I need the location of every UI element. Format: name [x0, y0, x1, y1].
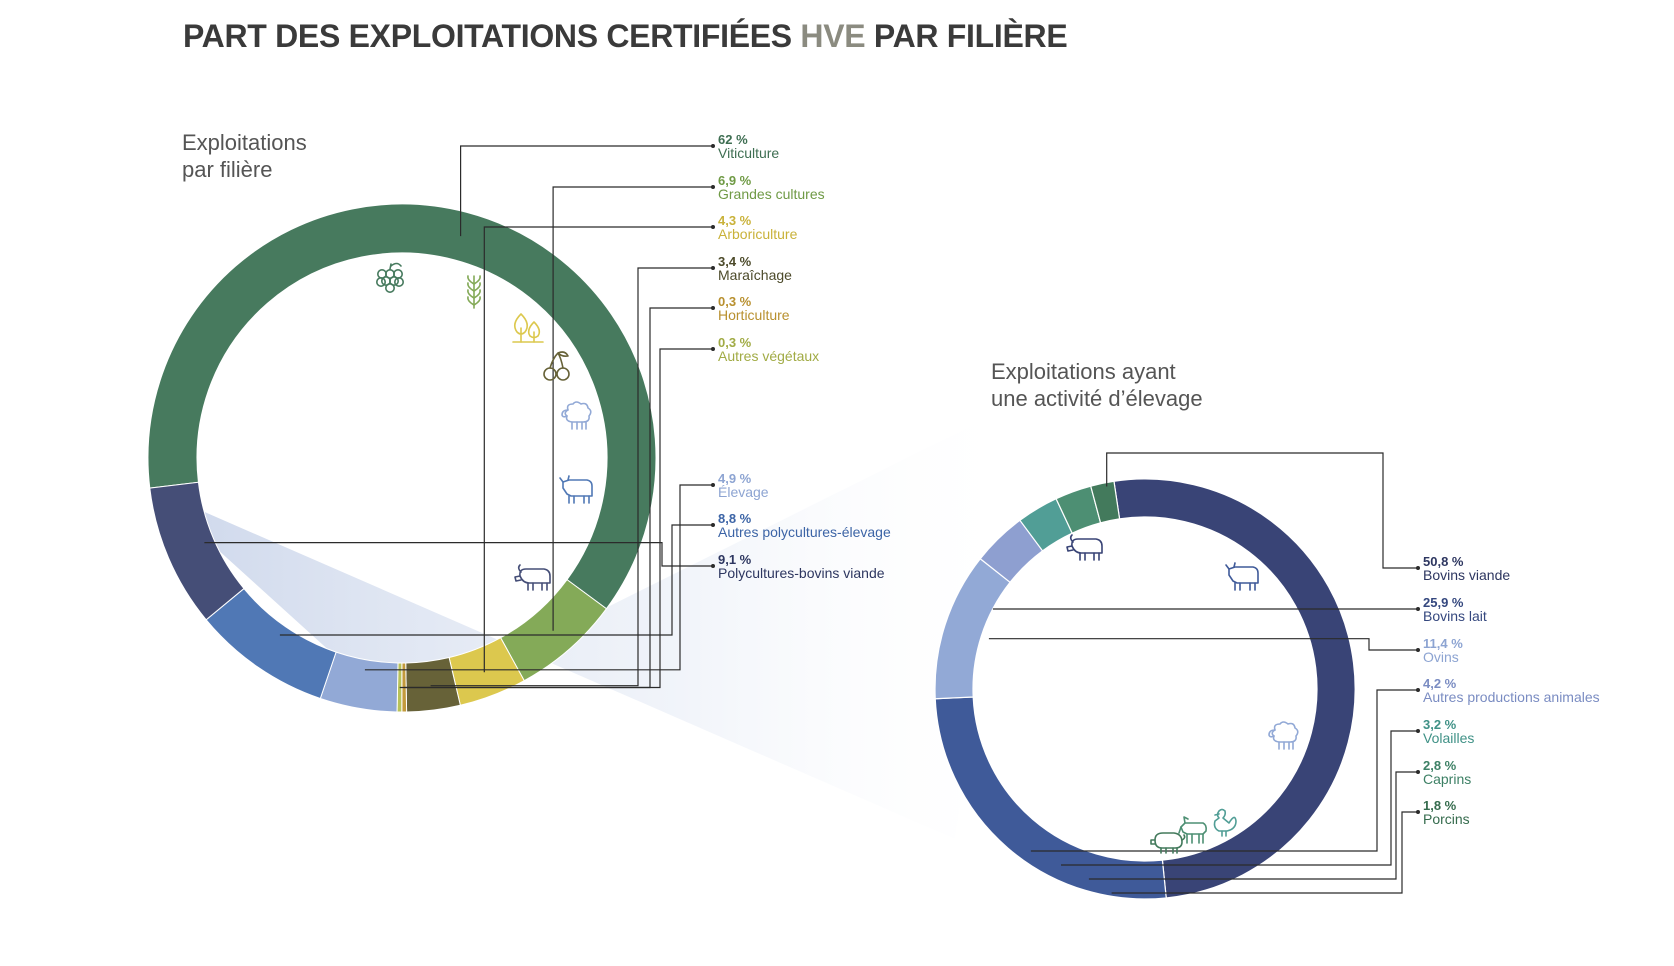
pie2-leader-dot-caprins: [1416, 770, 1420, 774]
title-end: PAR FILIÈRE: [865, 18, 1067, 54]
pie1-leader-autres-polycultures-elevage: [279, 524, 713, 636]
pie1-leader-dot-polycultures-bovins-viande: [711, 564, 715, 568]
chart-title: PART DES EXPLOITATIONS CERTIFIÉES HVE PA…: [183, 18, 1067, 54]
pie2-leader-ovins: [988, 638, 1418, 651]
cow-icon: [1225, 562, 1259, 591]
pie2-caprins-value-label: 2,8 %: [1423, 758, 1457, 773]
pie2-slice-bovins-lait: [934, 696, 1167, 900]
pie1-leader-dot-horticulture: [711, 306, 715, 310]
title-main: PART DES EXPLOITATIONS CERTIFIÉES: [183, 18, 800, 54]
pie1-arboriculture-value-label: 4,3 %: [718, 213, 752, 228]
pie1-arboriculture-name-label: Arboriculture: [718, 226, 798, 242]
pie2-leader-dot-ovins: [1416, 648, 1420, 652]
pie1-leader-dot-autres-vegetaux: [711, 347, 715, 351]
pie2-autres-productions-animales-name-label: Autres productions animales: [1423, 689, 1600, 705]
goat-icon: [1178, 816, 1207, 844]
rooster-icon: [1213, 808, 1237, 837]
pie1-viticulture-value-label: 62 %: [718, 132, 748, 147]
pie1-leader-polycultures-bovins-viande: [204, 542, 713, 567]
wheat-icon: [467, 275, 481, 309]
pie1-autres-polycultures-elevage-name-label: Autres polycultures-élevage: [718, 524, 891, 540]
pie2-porcins-name-label: Porcins: [1423, 811, 1470, 827]
pie2-leader-dot-porcins: [1416, 810, 1420, 814]
pie1-horticulture-name-label: Horticulture: [718, 307, 790, 323]
pie2-autres-productions-animales-value-label: 4,2 %: [1423, 676, 1457, 691]
cow-icon: [559, 475, 593, 504]
pie1-leader-arboriculture: [483, 226, 713, 673]
pie1-leader-dot-grandes-cultures: [711, 185, 715, 189]
pie2-bovins-lait-name-label: Bovins lait: [1423, 608, 1487, 624]
pie1-elevage-value-label: 4,9 %: [718, 471, 752, 486]
cherry-icon: [543, 351, 570, 381]
pie2-porcins-value-label: 1,8 %: [1423, 798, 1457, 813]
pie1-slice-viticulture: [147, 203, 657, 610]
pie2-leader-dot-volailles: [1416, 729, 1420, 733]
pie1-leader-dot-arboriculture: [711, 225, 715, 229]
bull-icon: [1066, 534, 1103, 561]
pie2-title-line1: Exploitations ayant: [991, 359, 1176, 384]
pie2-ovins-value-label: 11,4 %: [1423, 636, 1463, 651]
pie2-leader-dot-autres-productions-animales: [1416, 688, 1420, 692]
pie2-bovins-viande-value-label: 50,8 %: [1423, 554, 1464, 569]
pie2-leader-dot-bovins-viande: [1416, 566, 1420, 570]
sheep-icon: [1268, 721, 1299, 750]
pie1-leader-autres-vegetaux: [399, 348, 713, 689]
pie2-ovins-name-label: Ovins: [1423, 649, 1459, 665]
pie1-leader-dot-elevage: [711, 483, 715, 487]
pie2-caprins-name-label: Caprins: [1423, 771, 1471, 787]
pie2-title-line2: une activité d’élevage: [991, 386, 1203, 411]
pie2-volailles-name-label: Volailles: [1423, 730, 1474, 746]
tree-icon: [512, 313, 544, 343]
pie2-slice-porcins: [1090, 480, 1121, 524]
pie2-leader-volailles: [1061, 730, 1418, 866]
pie2-bovins-lait-value-label: 25,9 %: [1423, 595, 1464, 610]
pie1-leader-dot-maraichage: [711, 266, 715, 270]
pie1-horticulture-value-label: 0,3 %: [718, 294, 752, 309]
pie2-leader-dot-bovins-lait: [1416, 607, 1420, 611]
pie1-elevage-name-label: Élevage: [718, 484, 769, 500]
pie1-polycultures-bovins-viande-value-label: 9,1 %: [718, 552, 752, 567]
pie1-maraichage-value-label: 3,4 %: [718, 254, 752, 269]
pie2-bovins-viande-name-label: Bovins viande: [1423, 567, 1510, 583]
pie2-leader-bovins-viande: [1106, 452, 1418, 569]
pie1-maraichage-name-label: Maraîchage: [718, 267, 792, 283]
bull-icon: [514, 564, 551, 591]
pie1-leader-maraichage: [430, 267, 713, 687]
pie1-autres-polycultures-elevage-value-label: 8,8 %: [718, 511, 752, 526]
pie1-title-line1: Exploitations: [182, 130, 307, 155]
grape-icon: [376, 262, 404, 293]
sheep-icon: [561, 401, 592, 430]
pie1-viticulture-name-label: Viticulture: [718, 145, 779, 161]
pie2-leader-autres-productions-animales: [1030, 689, 1418, 852]
pig-icon: [1150, 832, 1186, 854]
pie1-slice-polycultures-bovins-viande: [149, 481, 245, 621]
pie2-volailles-value-label: 3,2 %: [1423, 717, 1457, 732]
pie1-leader-dot-autres-polycultures-elevage: [711, 523, 715, 527]
pie1-autres-vegetaux-name-label: Autres végétaux: [718, 348, 819, 364]
pie1-leader-viticulture: [460, 145, 713, 237]
pie2-leader-caprins: [1088, 771, 1418, 880]
title-hve: HVE: [800, 18, 865, 54]
pie1-autres-vegetaux-value-label: 0,3 %: [718, 335, 752, 350]
pie1-polycultures-bovins-viande-name-label: Polycultures-bovins viande: [718, 565, 885, 581]
pie1-grandes-cultures-value-label: 6,9 %: [718, 173, 752, 188]
pie1-grandes-cultures-name-label: Grandes cultures: [718, 186, 825, 202]
pie1-leader-dot-viticulture: [711, 144, 715, 148]
pie1-leader-elevage: [364, 484, 713, 671]
pie1-leader-grandes-cultures: [552, 186, 713, 631]
pie2-leader-porcins: [1111, 811, 1418, 894]
pie1-title-line2: par filière: [182, 157, 272, 182]
pie2-slice-bovins-viande: [1113, 478, 1356, 899]
